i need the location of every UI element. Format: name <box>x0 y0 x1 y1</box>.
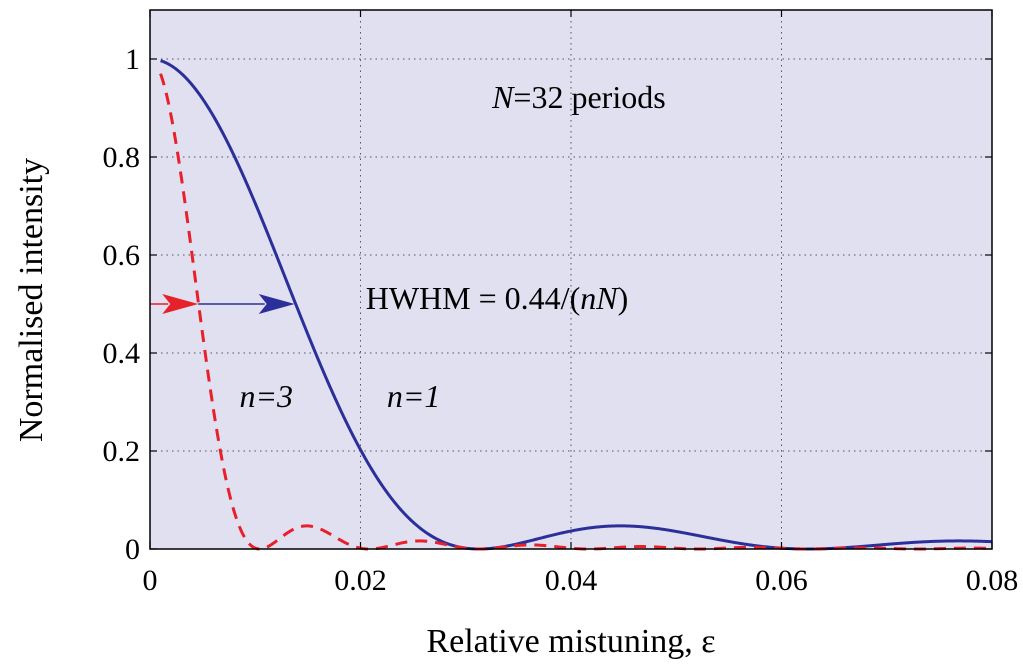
ticks: 0 0.02 0.04 0.06 0.08 0 0.2 0.4 0.6 0.8 1 <box>103 10 1019 597</box>
x-tick-label: 0.04 <box>545 564 598 597</box>
series-label-n3: n=3 <box>239 378 293 414</box>
y-tick-label: 1 <box>125 43 140 76</box>
annotation-hwhm-italic: nN <box>580 280 619 316</box>
y-axis-title: Normalised intensity <box>13 158 50 442</box>
y-tick-label: 0.6 <box>103 239 141 272</box>
y-tick-label: 0.4 <box>103 337 141 370</box>
x-tick-label: 0 <box>143 564 158 597</box>
x-tick-label: 0.08 <box>966 564 1019 597</box>
annotation-hwhm-prefix: HWHM = 0.44/( <box>366 280 580 316</box>
annotation-periods-N: N <box>491 79 515 115</box>
x-axis-title: Relative mistuning, ε <box>426 623 715 660</box>
annotation-hwhm: HWHM = 0.44/(nN) <box>366 280 628 316</box>
annotation-periods: N=32 periods <box>491 79 666 115</box>
series-label-n1: n=1 <box>387 378 441 414</box>
series-line-n1 <box>160 59 993 551</box>
hwhm-arrows <box>150 294 295 314</box>
annotations: N=32 periods HWHM = 0.44/(nN) n=3 n=1 <box>239 79 665 414</box>
x-tick-label: 0.06 <box>755 564 808 597</box>
y-tick-label: 0 <box>125 533 140 566</box>
hwhm-arrow-n1-head <box>258 294 295 314</box>
y-tick-label: 0.8 <box>103 141 141 174</box>
y-tick-label: 0.2 <box>103 435 141 468</box>
annotation-periods-rest: =32 periods <box>513 79 665 115</box>
annotation-hwhm-suffix: ) <box>618 280 629 316</box>
grid <box>150 10 992 549</box>
x-tick-label: 0.02 <box>334 564 387 597</box>
hwhm-arrow-n3-head <box>162 294 199 314</box>
